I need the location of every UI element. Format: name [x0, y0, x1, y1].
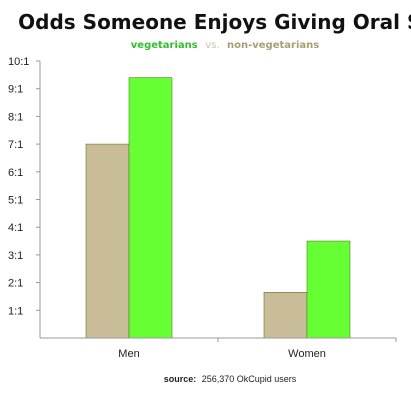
y-tick-label: 2:1	[8, 278, 23, 290]
y-tick-label: 9:1	[8, 84, 23, 96]
legend-non-vegetarians: non-vegetarians	[227, 40, 319, 51]
y-tick-label: 5:1	[8, 195, 23, 207]
bar-vegetarians-men	[128, 77, 173, 339]
y-tick-label: 1:1	[8, 305, 23, 317]
y-tick-label: 10:1	[8, 56, 29, 68]
source-note: source: 256,370 OkCupid users	[164, 374, 297, 384]
legend-vs: vs.	[205, 40, 219, 51]
y-tick-label: 4:1	[8, 222, 23, 234]
chart-legend: vegetarians vs. non-vegetarians	[131, 40, 319, 51]
y-tick-label: 6:1	[8, 167, 23, 179]
chart-title: Odds Someone Enjoys Giving Oral Sex	[18, 10, 411, 34]
y-tick-label: 3:1	[8, 250, 23, 262]
bar-non-vegetarians-men	[85, 143, 130, 339]
y-tick-label: 8:1	[8, 111, 23, 123]
y-axis: 1:1 2:1 3:1 4:1 5:1 6:1 7:1 8:1 9:1 10:1	[8, 56, 41, 338]
source-text: 256,370 OkCupid users	[202, 374, 297, 384]
bar-vegetarians-women	[306, 240, 351, 339]
y-tick-label: 7:1	[8, 139, 23, 151]
x-category-label: Men	[118, 348, 139, 360]
source-label: source:	[164, 374, 197, 384]
x-category-label: Women	[288, 348, 326, 360]
bars	[85, 77, 351, 339]
bar-non-vegetarians-women	[263, 291, 308, 339]
legend-vegetarians: vegetarians	[131, 40, 198, 51]
x-axis: Men Women	[40, 337, 397, 360]
